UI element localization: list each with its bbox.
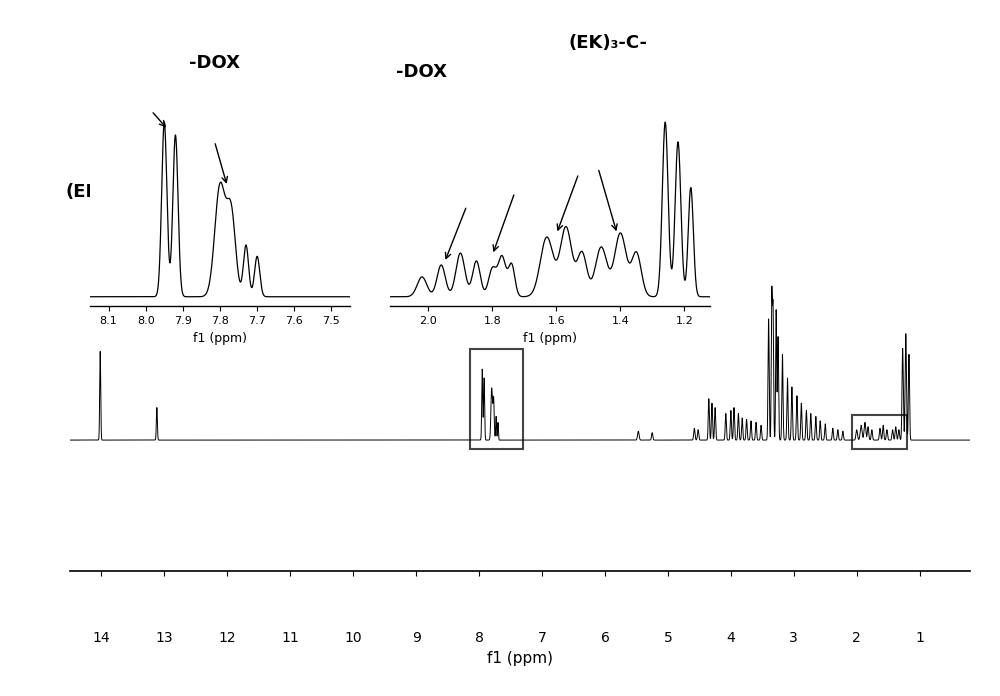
X-axis label: f1 (ppm): f1 (ppm) <box>487 651 553 666</box>
Text: (EK)₃-C-hyd-DOX: (EK)₃-C-hyd-DOX <box>66 183 233 200</box>
Text: -DOX: -DOX <box>189 54 240 72</box>
X-axis label: f1 (ppm): f1 (ppm) <box>193 331 247 345</box>
X-axis label: f1 (ppm): f1 (ppm) <box>523 331 577 345</box>
Bar <box>852 416 907 450</box>
Text: -DOX: -DOX <box>396 63 447 81</box>
Text: (EK)₃-C-: (EK)₃-C- <box>568 33 647 52</box>
Bar <box>470 349 523 450</box>
